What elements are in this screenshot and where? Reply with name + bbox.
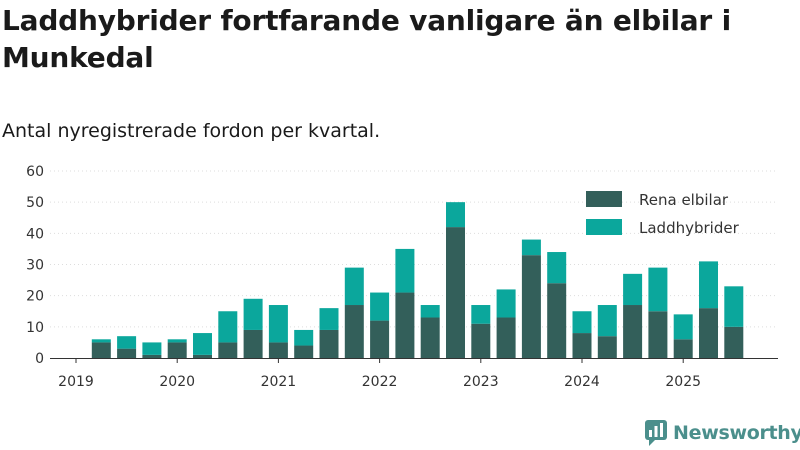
bar-rena-elbilar <box>496 317 516 358</box>
legend-label: Rena elbilar <box>639 191 729 209</box>
bar-rena-elbilar <box>370 320 390 358</box>
bar-laddhybrider <box>699 261 718 309</box>
bar-laddhybrider <box>193 333 212 355</box>
bar-laddhybrider <box>521 239 541 256</box>
y-tick-label: 0 <box>35 351 44 367</box>
bar-rena-elbilar <box>268 342 288 358</box>
bar-laddhybrider <box>496 289 516 318</box>
bar-rena-elbilar <box>597 336 617 358</box>
bar-rena-elbilar <box>724 326 744 358</box>
x-tick-label: 2019 <box>58 374 94 390</box>
bar-laddhybrider <box>572 311 592 334</box>
y-tick-label: 30 <box>26 258 44 274</box>
bar-rena-elbilar <box>167 342 187 358</box>
x-tick-label: 2021 <box>261 374 297 390</box>
bar-laddhybrider <box>268 305 288 343</box>
bar-rena-elbilar <box>91 342 111 358</box>
bar-laddhybrider <box>395 248 415 293</box>
bar-rena-elbilar <box>193 354 212 358</box>
bar-rena-elbilar <box>673 339 693 358</box>
bar-laddhybrider <box>547 252 567 284</box>
bar-laddhybrider <box>420 305 440 318</box>
bar-rena-elbilar <box>699 308 718 358</box>
bar-laddhybrider <box>243 298 263 330</box>
x-tick-label: 2025 <box>665 374 701 390</box>
bar-laddhybrider <box>142 342 162 355</box>
x-tick-label: 2020 <box>159 374 195 390</box>
bar-laddhybrider <box>167 339 187 343</box>
newsworthy-logo-icon <box>645 420 667 446</box>
bar-rena-elbilar <box>446 227 465 358</box>
bar-laddhybrider <box>117 336 137 349</box>
bar-laddhybrider <box>597 305 617 337</box>
brand-name: Newsworthy <box>673 422 800 444</box>
bar-rena-elbilar <box>547 283 567 358</box>
legend-label: Laddhybrider <box>639 219 740 237</box>
bar-rena-elbilar <box>623 305 643 358</box>
y-tick-label: 60 <box>26 164 44 180</box>
y-axis-ticks: 0 10 20 30 40 50 60 <box>26 164 44 367</box>
bar-laddhybrider <box>91 339 111 343</box>
bar-rena-elbilar <box>294 345 314 358</box>
bar-rena-elbilar <box>395 292 415 358</box>
bar-rena-elbilar <box>420 317 440 358</box>
chart-title: Laddhybrider fortfarande vanligare än el… <box>2 4 731 74</box>
chart-subtitle: Antal nyregistrerade fordon per kvartal. <box>2 120 381 142</box>
bar-rena-elbilar <box>319 329 339 358</box>
bar-laddhybrider <box>724 286 744 327</box>
bar-laddhybrider <box>344 267 364 306</box>
bar-rena-elbilar <box>344 305 364 358</box>
legend: Rena elbilar Laddhybrider <box>586 191 740 237</box>
y-tick-label: 20 <box>26 289 44 305</box>
bar-rena-elbilar <box>243 329 263 358</box>
bar-laddhybrider <box>673 314 693 340</box>
x-tick-label: 2022 <box>362 374 398 390</box>
bar-rena-elbilar <box>521 255 541 358</box>
y-tick-label: 10 <box>26 320 44 336</box>
y-tick-label: 40 <box>26 226 44 242</box>
bar-rena-elbilar <box>648 311 668 358</box>
bar-laddhybrider <box>446 202 465 228</box>
bar-laddhybrider <box>623 273 643 306</box>
bar-laddhybrider <box>218 311 238 343</box>
bar-laddhybrider <box>370 292 390 321</box>
legend-swatch <box>586 191 622 207</box>
bar-laddhybrider <box>648 267 668 312</box>
bars <box>91 202 744 358</box>
bar-rena-elbilar <box>218 342 238 358</box>
bar-laddhybrider <box>319 308 339 330</box>
newsworthy-logo: Newsworthy <box>645 420 800 446</box>
bar-rena-elbilar <box>142 354 162 358</box>
x-tick-label: 2023 <box>463 374 499 390</box>
x-axis: 2019 2020 2021 2022 2023 2024 2025 <box>50 358 778 390</box>
x-tick-label: 2024 <box>564 374 600 390</box>
bar-rena-elbilar <box>117 348 137 358</box>
bar-laddhybrider <box>471 305 491 324</box>
bar-rena-elbilar <box>572 333 592 358</box>
bar-rena-elbilar <box>471 323 491 358</box>
legend-swatch <box>586 219 622 235</box>
y-tick-label: 50 <box>26 195 44 211</box>
bar-laddhybrider <box>294 329 314 346</box>
